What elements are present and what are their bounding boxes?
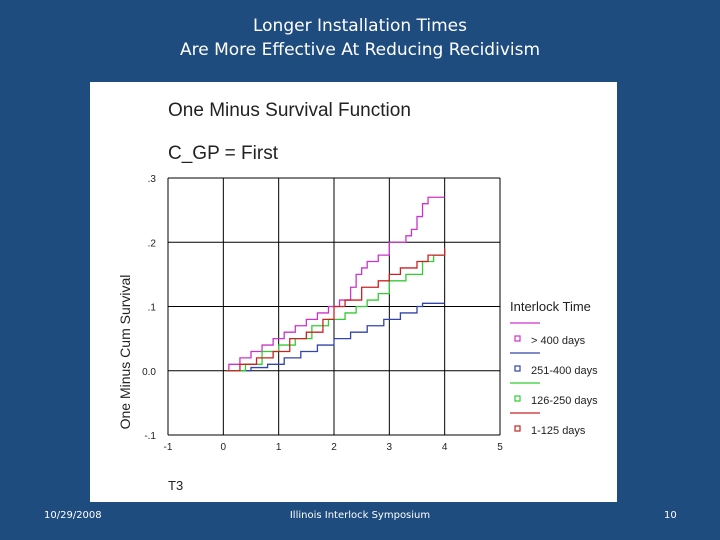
chart-subtitle: C_GP = First <box>168 143 279 164</box>
legend-label: 1-125 days <box>531 425 586 437</box>
y-tick-label: .3 <box>148 174 157 185</box>
x-tick-label: -1 <box>164 442 173 453</box>
y-axis-label: One Minus Cum Survival <box>117 275 133 430</box>
slide-title: Longer Installation Times Are More Effec… <box>0 14 720 62</box>
x-tick-label: 1 <box>276 442 282 453</box>
legend-label: 251-400 days <box>531 365 598 377</box>
legend-marker <box>514 365 521 372</box>
chart-panel: One Minus Survival Function C_GP = First… <box>90 82 617 502</box>
footer-event: Illinois Interlock Symposium <box>289 510 431 521</box>
legend: > 400 days 251-400 days 126-250 days 1-125 … <box>510 322 598 437</box>
y-tick-label: .1 <box>148 303 157 314</box>
series-line-4 <box>226 248 446 372</box>
y-tick-label: .2 <box>148 238 157 249</box>
y-tick-label: 0.0 <box>142 367 156 378</box>
legend-label: 126-250 days <box>531 395 598 407</box>
slide-title-line-2: Are More Effective At Reducing Recidivis… <box>179 40 541 60</box>
tick-labels: -1 0 1 2 3 4 5 -.1 0.0 .1 .2 .3 <box>142 174 503 453</box>
survival-chart: One Minus Survival Function C_GP = First… <box>117 100 598 493</box>
x-axis-label: T3 <box>168 478 183 493</box>
legend-marker <box>514 335 521 342</box>
slide-title-line-1: Longer Installation Times <box>252 16 467 36</box>
series-line-3 <box>226 248 446 372</box>
legend-label: > 400 days <box>531 335 586 347</box>
x-tick-label: 2 <box>331 442 337 453</box>
legend-marker <box>514 395 521 402</box>
footer-date: 10/29/2008 <box>44 510 102 521</box>
series-line-1 <box>226 196 445 372</box>
legend-title: Interlock Time <box>510 299 591 314</box>
x-tick-label: 0 <box>221 442 227 453</box>
chart-title: One Minus Survival Function <box>168 100 411 121</box>
series-line-2 <box>226 302 445 372</box>
x-tick-label: 3 <box>387 442 393 453</box>
x-tick-label: 4 <box>442 442 448 453</box>
grid-lines <box>167 177 501 436</box>
y-tick-label: -.1 <box>144 431 156 442</box>
x-tick-label: 5 <box>497 442 503 453</box>
legend-marker <box>514 425 521 432</box>
series-lines <box>226 196 446 372</box>
footer-page-number: 10 <box>664 510 677 521</box>
